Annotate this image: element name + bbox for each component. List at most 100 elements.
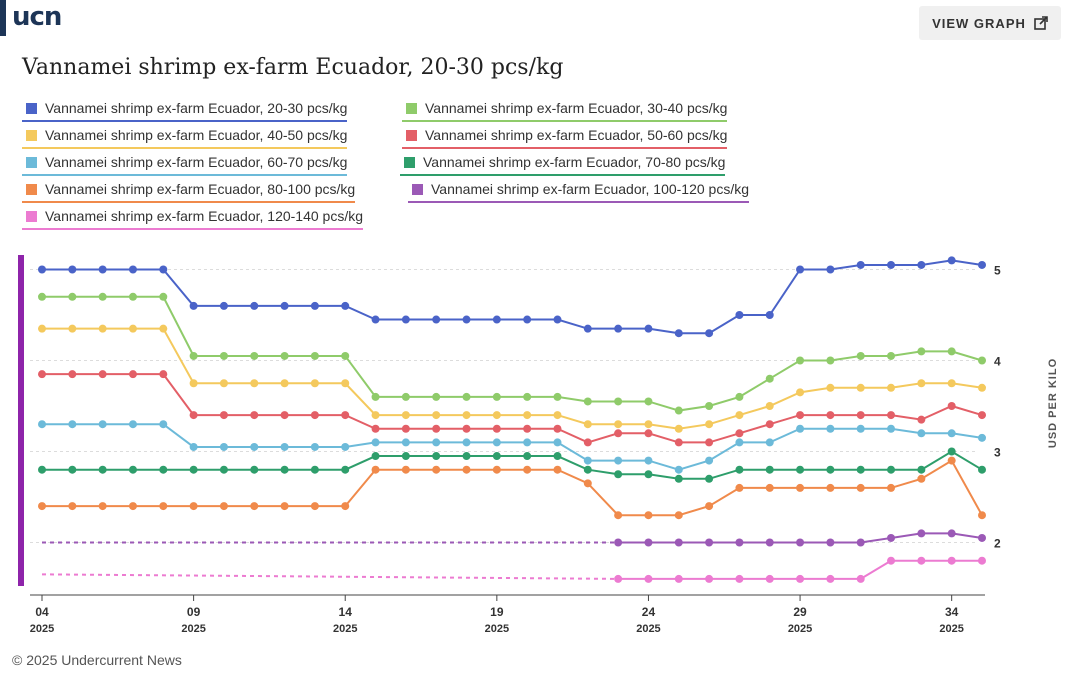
- series-8-point: [947, 529, 956, 538]
- series-6-point: [947, 447, 956, 456]
- series-1-point: [978, 260, 986, 269]
- series-7-line: [42, 459, 983, 517]
- series-7-point: [705, 502, 714, 511]
- legend-label: Vannamei shrimp ex-farm Ecuador, 40-50 p…: [45, 127, 348, 143]
- series-8-point: [856, 538, 865, 547]
- series-5-point: [159, 420, 168, 429]
- series-2-point: [705, 402, 714, 410]
- series-3-point: [250, 379, 259, 388]
- series-7-point: [189, 502, 198, 511]
- series-2-point: [219, 351, 228, 360]
- legend-swatch: [26, 210, 37, 222]
- series-3-point: [341, 379, 350, 388]
- legend-label: Vannamei shrimp ex-farm Ecuador, 70-80 p…: [423, 154, 726, 170]
- legend-item-60-70[interactable]: Vannamei shrimp ex-farm Ecuador, 60-70 p…: [22, 150, 348, 176]
- ucn-logo[interactable]: ucn: [12, 2, 62, 32]
- series-9-point: [614, 574, 623, 583]
- series-7-point: [280, 502, 289, 511]
- legend-label: Vannamei shrimp ex-farm Ecuador, 100-120…: [431, 181, 750, 197]
- legend-item-100-120[interactable]: Vannamei shrimp ex-farm Ecuador, 100-120…: [408, 177, 750, 203]
- legend-swatch: [26, 183, 37, 195]
- series-1-point: [735, 311, 744, 319]
- legend-item-80-100[interactable]: Vannamei shrimp ex-farm Ecuador, 80-100 …: [22, 177, 356, 203]
- series-1-point: [765, 311, 774, 319]
- series-7-point: [553, 465, 562, 474]
- series-9-point: [856, 574, 865, 583]
- series-7-point: [765, 483, 774, 492]
- series-6-point: [68, 465, 77, 474]
- legend-item-70-80[interactable]: Vannamei shrimp ex-farm Ecuador, 70-80 p…: [400, 150, 726, 176]
- legend-label: Vannamei shrimp ex-farm Ecuador, 20-30 p…: [45, 100, 348, 116]
- series-1-point: [674, 329, 683, 338]
- series-2-point: [250, 351, 259, 360]
- series-7-point: [432, 465, 441, 474]
- series-5-point: [796, 424, 805, 433]
- series-2-point: [310, 351, 319, 360]
- x-tick-year: 2025: [788, 623, 812, 635]
- series-3-point: [371, 411, 380, 420]
- x-tick-day: 34: [945, 605, 959, 619]
- series-2-point: [523, 392, 532, 401]
- series-1-point: [917, 260, 926, 269]
- series-9-point: [978, 556, 986, 565]
- series-4-point: [189, 411, 198, 420]
- series-4-point: [462, 424, 471, 433]
- series-7-point: [523, 465, 532, 474]
- series-3-point: [219, 379, 228, 388]
- series-3-point: [826, 383, 835, 392]
- series-4-point: [644, 429, 653, 438]
- x-tick-day: 04: [35, 605, 49, 619]
- series-1-point: [796, 265, 805, 274]
- legend-item-20-30[interactable]: Vannamei shrimp ex-farm Ecuador, 20-30 p…: [22, 96, 348, 122]
- series-5-point: [887, 424, 896, 433]
- series-7-point: [583, 479, 592, 488]
- view-graph-button[interactable]: VIEW GRAPH: [919, 6, 1061, 40]
- series-5-point: [219, 442, 228, 451]
- series-6-point: [917, 465, 926, 474]
- series-7-point: [917, 474, 926, 483]
- series-3-point: [98, 324, 107, 333]
- series-6-point: [887, 465, 896, 474]
- series-3-point: [280, 379, 289, 388]
- series-6-point: [856, 465, 865, 474]
- legend-item-50-60[interactable]: Vannamei shrimp ex-farm Ecuador, 50-60 p…: [402, 123, 728, 149]
- series-9-point: [796, 574, 805, 583]
- legend-item-120-140[interactable]: Vannamei shrimp ex-farm Ecuador, 120-140…: [22, 204, 364, 230]
- series-6-point: [614, 470, 623, 479]
- series-2-point: [917, 347, 926, 356]
- legend-label: Vannamei shrimp ex-farm Ecuador, 30-40 p…: [425, 100, 728, 116]
- legend-item-40-50[interactable]: Vannamei shrimp ex-farm Ecuador, 40-50 p…: [22, 123, 348, 149]
- series-1-point: [250, 301, 259, 310]
- series-3-point: [583, 420, 592, 429]
- chart-legend: Vannamei shrimp ex-farm Ecuador, 20-30 p…: [22, 96, 1062, 231]
- series-7-point: [978, 511, 986, 520]
- series-6-point: [189, 465, 198, 474]
- series-6-point: [553, 452, 562, 461]
- series-5-line: [42, 423, 983, 471]
- series-2-point: [796, 356, 805, 365]
- series-6-point: [583, 465, 592, 474]
- series-5-point: [432, 438, 441, 447]
- series-7-point: [371, 465, 380, 474]
- series-4-point: [68, 370, 77, 379]
- series-2-point: [553, 392, 562, 401]
- series-7-point: [159, 502, 168, 511]
- series-5-point: [553, 438, 562, 447]
- legend-item-30-40[interactable]: Vannamei shrimp ex-farm Ecuador, 30-40 p…: [402, 96, 728, 122]
- legend-swatch: [26, 129, 37, 141]
- series-7-point: [492, 465, 501, 474]
- series-1-point: [705, 329, 714, 338]
- series-9-point: [765, 574, 774, 583]
- series-2-point: [341, 351, 350, 360]
- series-3-point: [68, 324, 77, 333]
- series-8-point: [796, 538, 805, 547]
- series-5-point: [98, 420, 107, 429]
- series-5-point: [189, 442, 198, 451]
- series-4-point: [401, 424, 410, 433]
- series-3-point: [947, 379, 956, 388]
- series-6-point: [796, 465, 805, 474]
- series-1-point: [826, 265, 835, 274]
- series-1-point: [553, 315, 562, 324]
- series-4-point: [523, 424, 532, 433]
